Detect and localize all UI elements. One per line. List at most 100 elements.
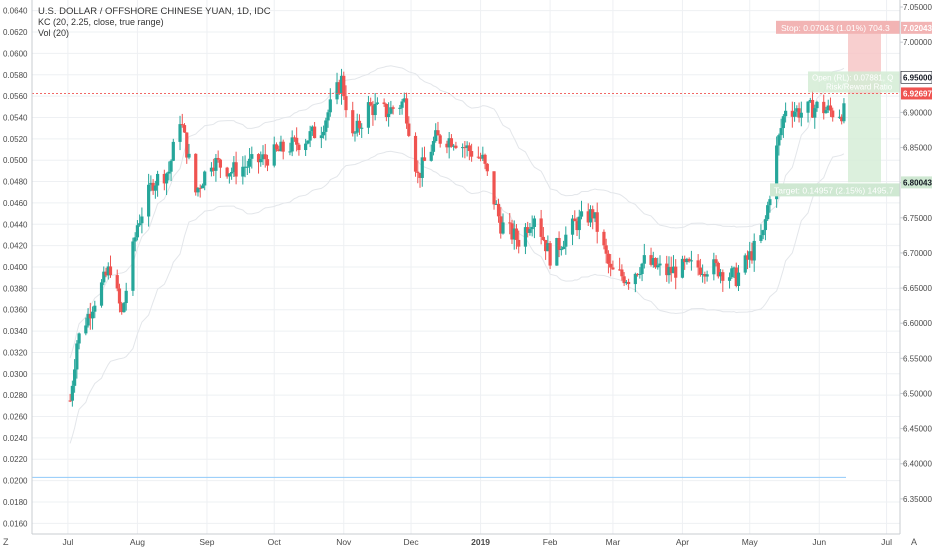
stop-label: Stop: 0.07043 (1.01%) 704.3 [781, 23, 890, 33]
candle-down [185, 132, 189, 158]
candle-down [548, 243, 552, 266]
candle-up [140, 216, 144, 224]
open-label: Open (RL): 0.07881, Q [812, 73, 893, 82]
candle-up [304, 143, 308, 151]
candle-up [779, 128, 783, 136]
time-tick-label: 2019 [471, 537, 490, 547]
right-tick-label: 7.00000 [903, 38, 932, 47]
candle-up [272, 144, 276, 166]
candle-down [703, 274, 707, 277]
candle-down [120, 303, 124, 313]
candle-up [452, 145, 456, 147]
time-tick-label: May [742, 537, 759, 547]
candle-up [795, 108, 799, 112]
candle-up [743, 255, 747, 273]
candle-up [133, 237, 137, 242]
candle-down [476, 156, 480, 158]
candle-up [766, 205, 770, 220]
candle-up [84, 325, 88, 334]
candle-down [88, 313, 92, 319]
reference-price-badge: 6.95000 [903, 73, 932, 82]
candle-up [494, 203, 498, 205]
candle-up [523, 227, 528, 247]
left-tick-label: 0.0320 [3, 348, 28, 357]
candle-up [230, 172, 234, 174]
candle-down [526, 227, 530, 233]
timezone-button[interactable]: Z [3, 537, 9, 547]
time-tick-label: Oct [268, 537, 282, 547]
auto-scale-button[interactable]: A [911, 537, 918, 547]
candle-up [373, 103, 377, 116]
candle-down [391, 107, 395, 109]
volume-indicator-label[interactable]: Vol (20) [38, 28, 70, 38]
candle-up [135, 225, 140, 238]
candle-down [483, 154, 487, 164]
left-tick-label: 0.0160 [3, 519, 28, 528]
candle-up [245, 166, 249, 168]
candle-down [162, 173, 166, 184]
candle-up [290, 137, 294, 152]
candle-up [387, 113, 391, 118]
candle-down [265, 159, 270, 166]
kc-indicator-label[interactable]: KC (20, 2.25, close, true range) [38, 17, 164, 27]
candle-up [360, 127, 364, 129]
candle-up [429, 151, 433, 161]
reference-price-badge-bg [900, 70, 932, 84]
candle-up [167, 171, 171, 174]
candle-up [638, 274, 642, 276]
candle-up [308, 131, 312, 141]
right-price-axis[interactable]: 7.05000 7.00000 6.95000 6.90000 6.85000 6.800… [899, 0, 932, 534]
short-position-tool[interactable]: Stop: 0.07043 (1.01%) 704.3 Open (RL): 0.… [32, 20, 900, 197]
candle-down [263, 154, 267, 160]
time-tick-label: Mar [606, 537, 621, 547]
left-tick-label: 0.0480 [3, 178, 28, 187]
candle-up [209, 167, 214, 172]
candle-down [627, 281, 631, 285]
candle-down [108, 266, 113, 276]
kc-lower-band [69, 150, 845, 444]
candle-down [407, 123, 411, 136]
candle-up [131, 241, 135, 291]
candle-down [216, 157, 220, 160]
candle-up [200, 185, 205, 189]
keltner-channel [69, 65, 845, 444]
candle-up [546, 243, 550, 252]
target-label-bg [770, 183, 900, 197]
candle-up [593, 212, 597, 219]
candle-down [281, 141, 285, 152]
candle-up [512, 228, 516, 240]
candle-down [557, 237, 561, 250]
time-axis[interactable]: Jul Aug Sep Oct Nov Dec 2019 Feb Mar Apr May Jun Jul [32, 533, 900, 547]
right-tick-label: 6.70000 [903, 249, 932, 258]
candle-down [292, 137, 297, 139]
candle-down [369, 102, 373, 106]
candle-up [124, 290, 128, 304]
candle-down [510, 223, 514, 240]
candle-up [279, 141, 283, 152]
candle-up [689, 260, 694, 262]
time-tick-label: Sep [199, 537, 214, 547]
candle-up [640, 263, 644, 275]
candle-down [604, 245, 608, 254]
candle-down [182, 125, 187, 133]
candle-up [624, 281, 628, 284]
time-tick-label: Jul [62, 537, 73, 547]
left-price-axis[interactable]: 0.0640 0.0620 0.0600 0.0580 0.0560 0.0540 0.05… [3, 0, 33, 534]
candle-down [622, 276, 626, 284]
candle-down [750, 251, 754, 261]
left-tick-label: 0.0600 [3, 49, 28, 58]
candle-up [355, 120, 359, 133]
candle-down [344, 96, 348, 111]
candle-up [633, 273, 637, 285]
candle-up [792, 111, 797, 117]
candle-up [250, 154, 254, 159]
candle-up [763, 219, 768, 231]
candle-down [544, 240, 548, 252]
left-tick-label: 0.0240 [3, 434, 28, 443]
candle-down [68, 400, 72, 402]
candle-up [169, 160, 173, 172]
right-tick-label: 6.90000 [903, 108, 932, 117]
left-tick-label: 0.0220 [3, 455, 28, 464]
